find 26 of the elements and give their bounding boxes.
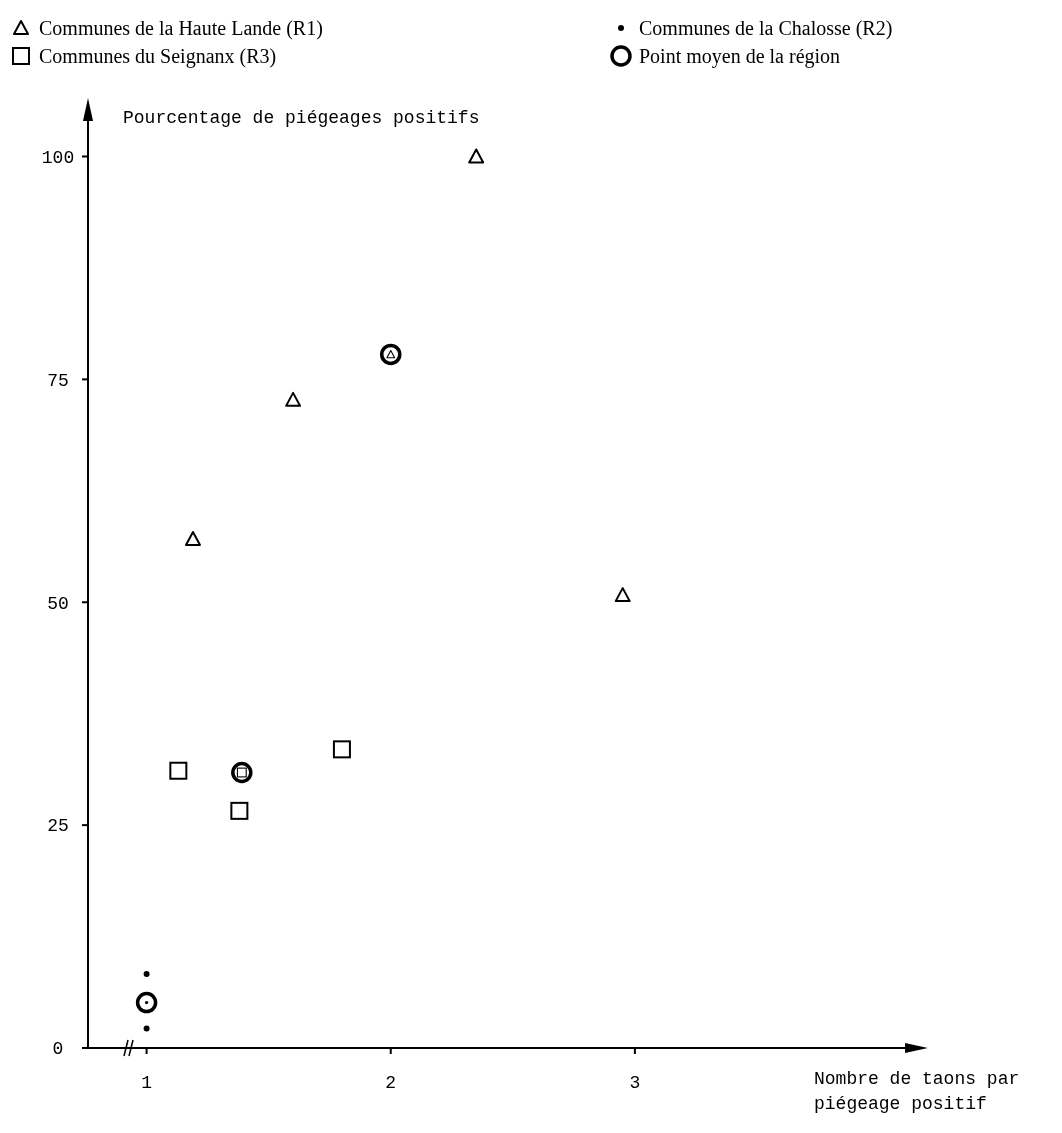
x-tick-label: 3	[629, 1073, 641, 1093]
point	[285, 391, 302, 407]
x-tick-label: 1	[141, 1073, 152, 1093]
y-tick-label: 75	[47, 370, 69, 391]
legend-label: Communes du Seignanx (R3)	[39, 45, 277, 68]
y-tick-label: 50	[47, 593, 69, 614]
point	[143, 1025, 150, 1032]
legend-label: Communes de la Haute Lande (R1)	[39, 17, 323, 40]
legend-label: Communes de la Chalosse (R2)	[639, 17, 893, 40]
point	[143, 971, 150, 978]
point	[332, 740, 351, 759]
y-tick-label: 25	[47, 816, 69, 837]
point	[135, 991, 158, 1014]
point	[468, 148, 485, 164]
y-tick-label: 0	[52, 1039, 64, 1060]
point	[231, 761, 253, 784]
x-tick-label: 2	[385, 1073, 397, 1093]
point	[230, 801, 249, 820]
y-axis-title: Pourcentage de piégeages positifs	[123, 108, 480, 128]
point	[169, 761, 188, 780]
point	[614, 587, 631, 603]
x-axis-title: Nombre de taons par piégeage positif	[814, 1069, 1020, 1114]
point	[184, 530, 201, 546]
y-tick-label: 100	[41, 147, 75, 168]
point	[380, 343, 402, 366]
legend-label: Point moyen de la région	[639, 45, 841, 68]
